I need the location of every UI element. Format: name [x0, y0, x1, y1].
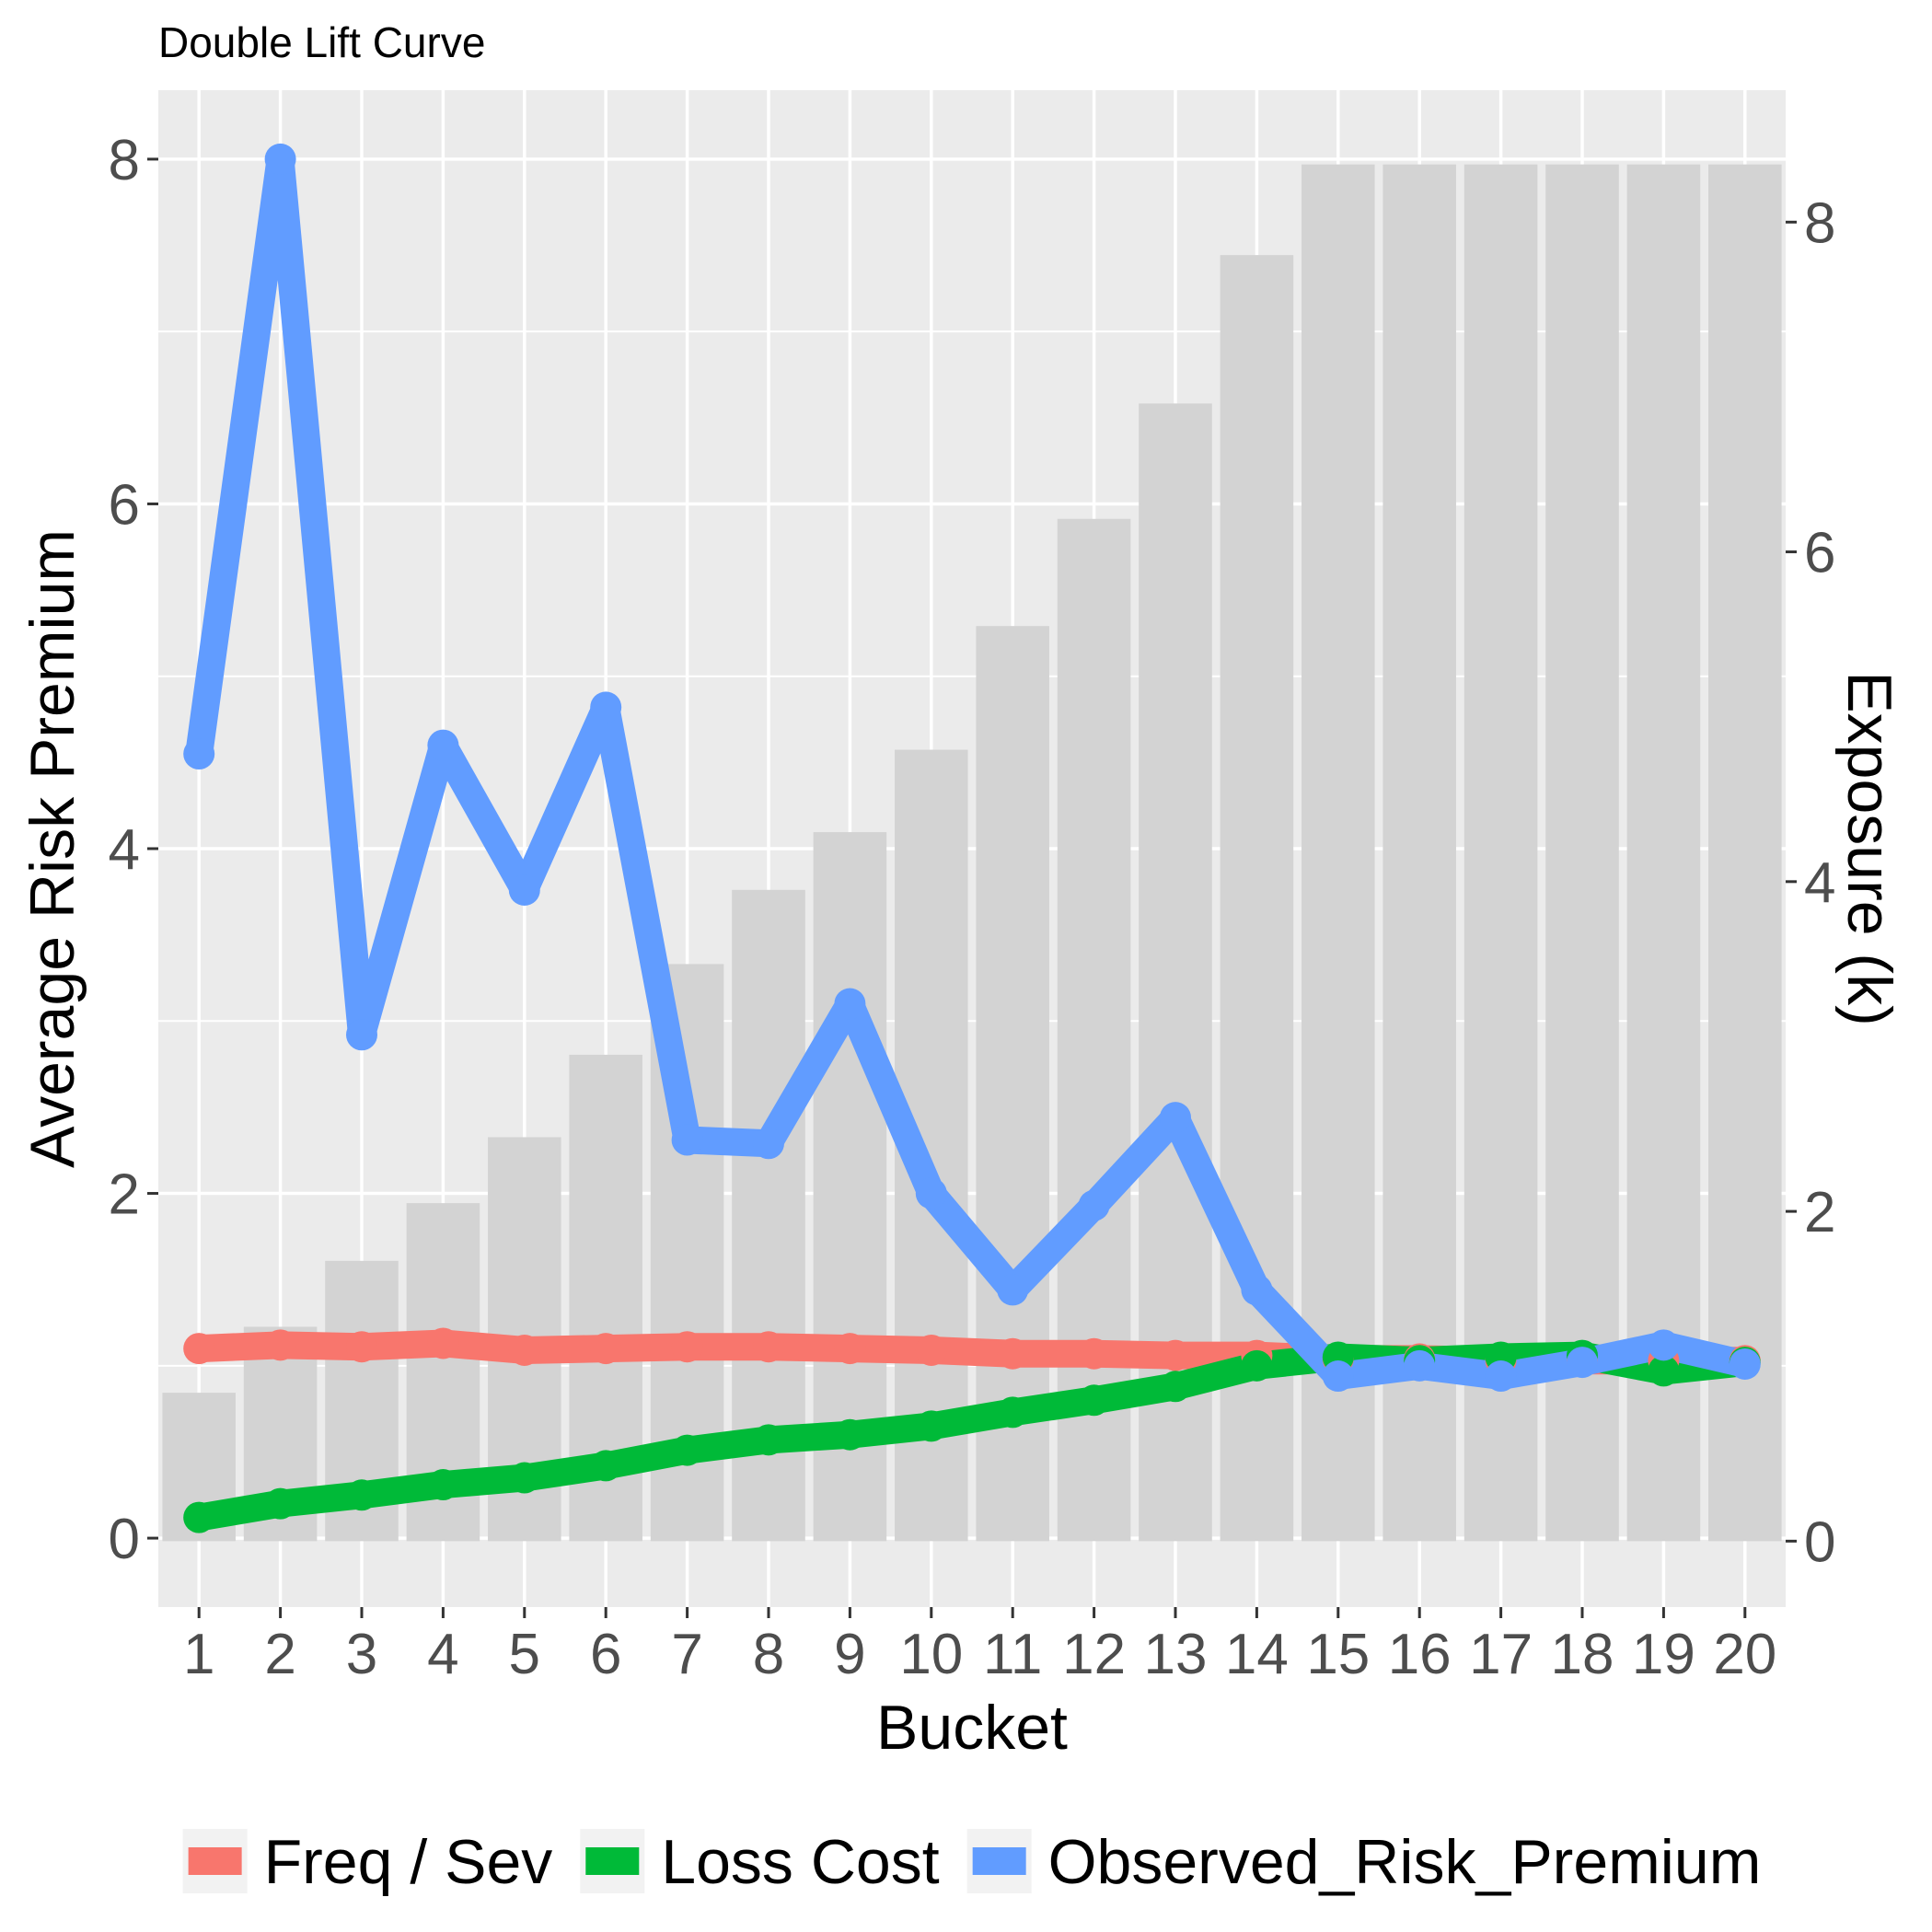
series-point — [508, 1334, 540, 1366]
legend-label: Loss Cost — [661, 1827, 939, 1897]
series-point — [1078, 1337, 1110, 1370]
x-tick-label: 12 — [1062, 1623, 1126, 1686]
series-point — [1648, 1355, 1680, 1387]
series-point — [508, 1462, 540, 1494]
legend-label: Observed_Risk_Premium — [1048, 1827, 1762, 1897]
series-point — [1160, 1102, 1191, 1134]
x-tick-label: 9 — [834, 1623, 865, 1686]
series-point — [183, 1501, 215, 1533]
series-point — [427, 1469, 459, 1501]
x-tick-label: 11 — [983, 1623, 1042, 1686]
y-tick-label: 6 — [109, 473, 140, 537]
x-tick-label: 10 — [899, 1623, 963, 1686]
series-point — [183, 738, 215, 769]
series-point — [671, 1331, 703, 1363]
x-tick-label: 1 — [183, 1623, 214, 1686]
x-tick-label: 16 — [1388, 1623, 1452, 1686]
series-point — [427, 729, 459, 761]
y2-tick-label: 0 — [1804, 1510, 1835, 1574]
y-tick-label: 2 — [109, 1163, 140, 1227]
y2-tick-label: 4 — [1804, 851, 1835, 915]
exposure-bar — [1382, 164, 1456, 1542]
x-axis-title: Bucket — [876, 1693, 1068, 1763]
exposure-bar — [976, 626, 1049, 1542]
y-axis-title: Average Risk Premium — [17, 529, 87, 1168]
x-tick-label: 7 — [671, 1623, 702, 1686]
exposure-bar — [1626, 164, 1701, 1542]
series-point — [264, 143, 296, 175]
legend: Freq / Sev Loss Cost Observed_Risk_Premium — [182, 1827, 1762, 1897]
series-point — [1078, 1189, 1110, 1221]
x-tick-label: 4 — [427, 1623, 458, 1686]
series-point — [590, 1450, 622, 1482]
series-point — [1729, 1348, 1761, 1380]
series-point — [590, 691, 622, 723]
x-tick-label: 19 — [1632, 1623, 1695, 1686]
y-tick-label: 8 — [109, 129, 140, 192]
series-point — [183, 1333, 215, 1365]
exposure-bar — [1545, 164, 1619, 1542]
series-point — [753, 1331, 784, 1363]
series-point — [1485, 1360, 1517, 1393]
x-tick-label: 17 — [1469, 1623, 1533, 1686]
series-point — [1078, 1384, 1110, 1417]
series-point — [834, 988, 866, 1020]
series-point — [997, 1396, 1029, 1429]
series-point — [1241, 1349, 1273, 1382]
series-point — [671, 1124, 703, 1156]
y-tick-label: 0 — [109, 1508, 140, 1571]
x-tick-label: 13 — [1144, 1623, 1208, 1686]
legend-label: Freq / Sev — [264, 1827, 553, 1897]
series-point — [346, 1019, 377, 1051]
series-point — [1567, 1347, 1598, 1379]
chart-title: Double Lift Curve — [158, 18, 485, 66]
series-point — [264, 1329, 296, 1361]
y2-tick-label: 6 — [1804, 522, 1835, 585]
exposure-bar — [1057, 518, 1131, 1542]
y-tick-label: 4 — [109, 818, 140, 882]
exposure-bar — [1301, 164, 1375, 1542]
series-point — [834, 1418, 866, 1451]
x-tick-label: 18 — [1551, 1623, 1614, 1686]
series-point — [264, 1487, 296, 1520]
series-point — [427, 1327, 459, 1359]
series-point — [1404, 1349, 1436, 1382]
series-point — [1648, 1329, 1680, 1361]
x-tick-label: 15 — [1306, 1623, 1370, 1686]
series-point — [1241, 1274, 1273, 1306]
series-point — [753, 1128, 784, 1160]
exposure-bar — [1463, 164, 1538, 1542]
series-point — [1160, 1339, 1191, 1371]
x-tick-label: 20 — [1713, 1623, 1776, 1686]
series-point — [915, 1410, 947, 1442]
series-point — [834, 1333, 866, 1365]
x-tick-label: 3 — [346, 1623, 377, 1686]
exposure-bar — [1708, 164, 1782, 1542]
series-point — [915, 1177, 947, 1209]
y2-tick-label: 2 — [1804, 1181, 1835, 1244]
x-tick-label: 14 — [1225, 1623, 1289, 1686]
y2-tick-label: 8 — [1804, 191, 1835, 255]
x-tick-label: 5 — [509, 1623, 540, 1686]
series-point — [508, 873, 540, 906]
series-point — [997, 1274, 1029, 1306]
x-tick-label: 2 — [264, 1623, 295, 1686]
series-point — [346, 1479, 377, 1511]
series-point — [1160, 1371, 1191, 1403]
series-point — [346, 1331, 377, 1363]
x-tick-label: 6 — [590, 1623, 621, 1686]
y-axis-primary: 0 2 4 6 8 — [109, 129, 158, 1571]
series-point — [1322, 1360, 1354, 1393]
x-tick-label: 8 — [753, 1623, 784, 1686]
y2-axis-title: Exposure (k) — [1834, 671, 1904, 1025]
series-point — [671, 1434, 703, 1466]
x-axis: 1 2 3 4 5 6 7 8 9 10 11 12 13 14 15 16 17 18 19 20 — [183, 1607, 1776, 1686]
series-points — [183, 143, 1761, 1533]
y-axis-secondary: 0 2 4 6 8 — [1786, 191, 1835, 1574]
series-point — [753, 1424, 784, 1456]
series-point — [590, 1333, 622, 1365]
series-point — [915, 1334, 947, 1366]
series-point — [997, 1337, 1029, 1370]
